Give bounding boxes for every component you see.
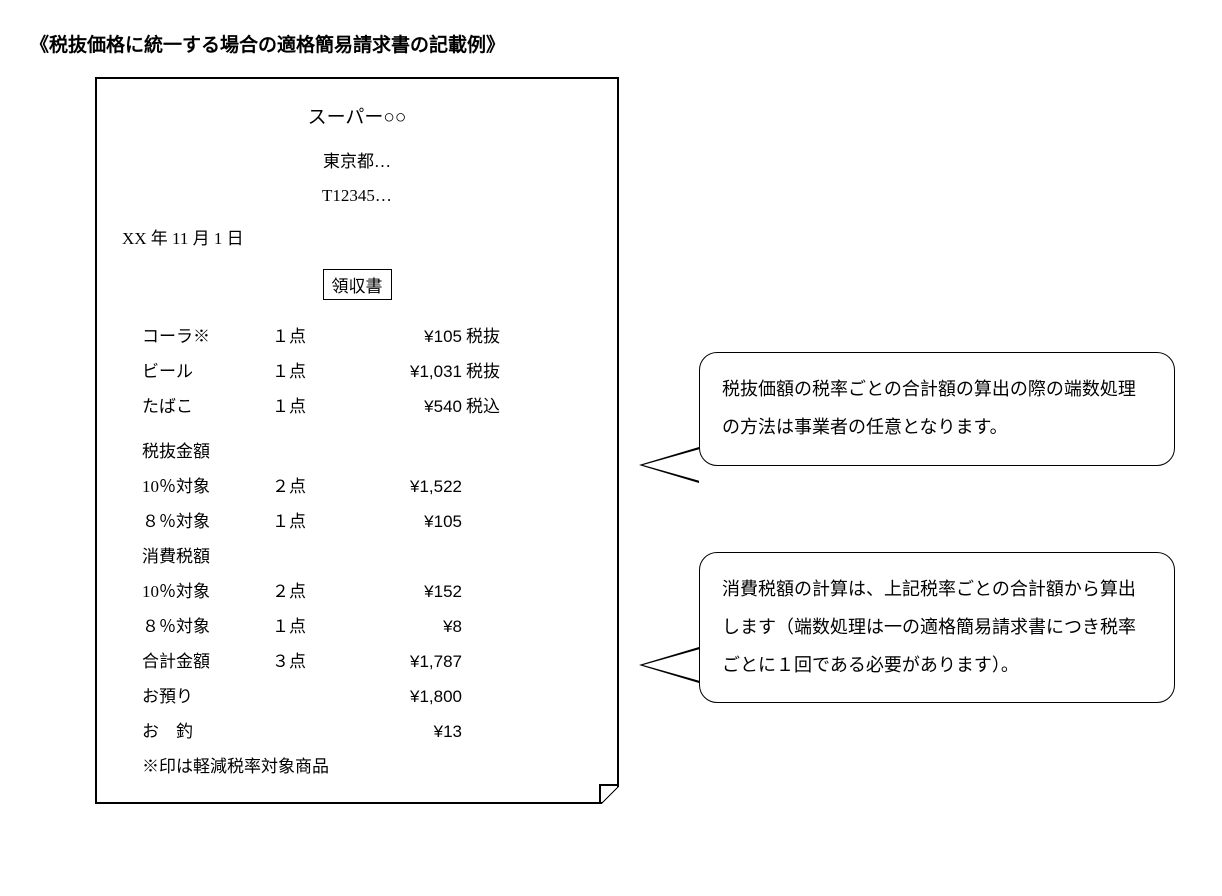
receipt: スーパー○○ 東京都… T12345… XX 年 11 月 1 日 領収書 コー… [95, 77, 619, 804]
receipt-label: 領収書 [323, 269, 392, 300]
tax-qty: ２点 [272, 577, 352, 602]
item-suffix: 税込 [462, 392, 521, 417]
item-row: コーラ※ １点 ¥105 税抜 [142, 322, 592, 347]
pretax-row: ８％対象 １点 ¥105 [142, 507, 592, 532]
total-row: お預り ¥1,800 [142, 682, 592, 707]
receipt-footnote: ※印は軽減税率対象商品 [142, 752, 592, 777]
total-name: 合計金額 [142, 647, 272, 672]
tax-name: ８％対象 [142, 612, 272, 637]
item-row: たばこ １点 ¥540 税込 [142, 392, 592, 417]
pretax-qty: ２点 [272, 472, 352, 497]
receipt-body: コーラ※ １点 ¥105 税抜 ビール １点 ¥1,031 税抜 たばこ １点 … [122, 322, 592, 777]
receipt-registration-number: T12345… [122, 186, 592, 206]
pretax-name: ８％対象 [142, 507, 272, 532]
item-qty: １点 [272, 322, 352, 347]
receipt-store-name: スーパー○○ [122, 102, 592, 129]
item-price: ¥540 [352, 397, 462, 417]
tax-label: 消費税額 [142, 542, 592, 567]
item-name: ビール [142, 357, 272, 382]
item-suffix: 税抜 [462, 357, 521, 382]
pretax-label: 税抜金額 [142, 437, 592, 462]
item-name: たばこ [142, 392, 272, 417]
pretax-price: ¥1,522 [352, 477, 462, 497]
item-price: ¥105 [352, 327, 462, 347]
item-suffix: 税抜 [462, 322, 521, 347]
pretax-name: 10％対象 [142, 472, 272, 497]
tax-name: 10％対象 [142, 577, 272, 602]
receipt-address: 東京都… [122, 147, 592, 172]
total-price: ¥1,800 [352, 687, 462, 707]
item-price: ¥1,031 [352, 362, 462, 382]
callout-tax-calc: 消費税額の計算は、上記税率ごとの合計額から算出します（端数処理は一の適格簡易請求… [699, 552, 1175, 703]
receipt-date: XX 年 11 月 1 日 [122, 224, 592, 249]
tax-row: 10％対象 ２点 ¥152 [142, 577, 592, 602]
tax-price: ¥152 [352, 582, 462, 602]
pretax-qty: １点 [272, 507, 352, 532]
tax-qty: １点 [272, 612, 352, 637]
total-qty: ３点 [272, 647, 352, 672]
main-container: スーパー○○ 東京都… T12345… XX 年 11 月 1 日 領収書 コー… [30, 77, 1192, 804]
receipt-label-wrap: 領収書 [122, 269, 592, 300]
tax-price: ¥8 [352, 617, 462, 637]
item-qty: １点 [272, 392, 352, 417]
total-row: お 釣 ¥13 [142, 717, 592, 742]
page-title: 《税抜価格に統一する場合の適格簡易請求書の記載例》 [30, 30, 1192, 57]
tax-row: ８％対象 １点 ¥8 [142, 612, 592, 637]
item-qty: １点 [272, 357, 352, 382]
total-price: ¥1,787 [352, 652, 462, 672]
total-price: ¥13 [352, 722, 462, 742]
total-name: お預り [142, 682, 272, 707]
callout-rounding: 税抜価額の税率ごとの合計額の算出の際の端数処理の方法は事業者の任意となります。 [699, 352, 1175, 466]
pretax-price: ¥105 [352, 512, 462, 532]
total-name: お 釣 [142, 717, 272, 742]
item-row: ビール １点 ¥1,031 税抜 [142, 357, 592, 382]
pretax-row: 10％対象 ２点 ¥1,522 [142, 472, 592, 497]
total-row: 合計金額 ３点 ¥1,787 [142, 647, 592, 672]
item-name: コーラ※ [142, 322, 272, 347]
